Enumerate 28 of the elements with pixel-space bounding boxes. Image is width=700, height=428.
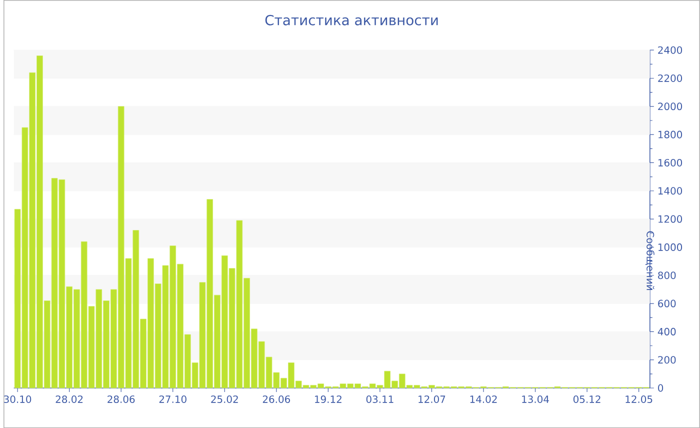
y-tick-label: 1800 — [658, 130, 682, 138]
x-tick-label: 14.02 — [470, 395, 497, 403]
x-tick-label: 28.06 — [108, 395, 135, 403]
x-tick-label: 12.05 — [626, 395, 652, 403]
y-tick-label: 1200 — [658, 215, 682, 223]
x-tick-label: 26.06 — [262, 395, 290, 403]
y-tick-label: 600 — [658, 300, 676, 308]
x-tick-label: 19.12 — [315, 395, 342, 403]
x-tick-label: 05.12 — [573, 395, 600, 403]
chart-title: Статистика активности — [265, 14, 438, 26]
y-tick-label: 800 — [658, 272, 676, 280]
x-tick-label: 27.10 — [159, 395, 186, 403]
y-tick-label: 0 — [658, 384, 664, 392]
x-tick-label: 30.10 — [4, 395, 32, 403]
y-tick-label: 200 — [658, 356, 676, 364]
y-axis-title: Сообщений — [645, 231, 654, 290]
x-tick-label: 12.07 — [418, 395, 446, 403]
y-tick-label: 1000 — [658, 243, 682, 251]
y-tick-label: 2000 — [658, 102, 682, 110]
x-tick-label: 03.11 — [366, 395, 394, 403]
y-tick-label: 2400 — [658, 46, 682, 54]
y-tick-label: 400 — [658, 328, 676, 336]
x-tick-label: 28.02 — [56, 395, 83, 403]
y-tick-label: 1400 — [658, 187, 682, 195]
y-tick-label: 1600 — [658, 158, 682, 166]
x-tick-label: 25.02 — [211, 395, 238, 403]
y-tick-label: 2200 — [658, 74, 682, 82]
x-tick-label: 13.04 — [522, 395, 549, 403]
